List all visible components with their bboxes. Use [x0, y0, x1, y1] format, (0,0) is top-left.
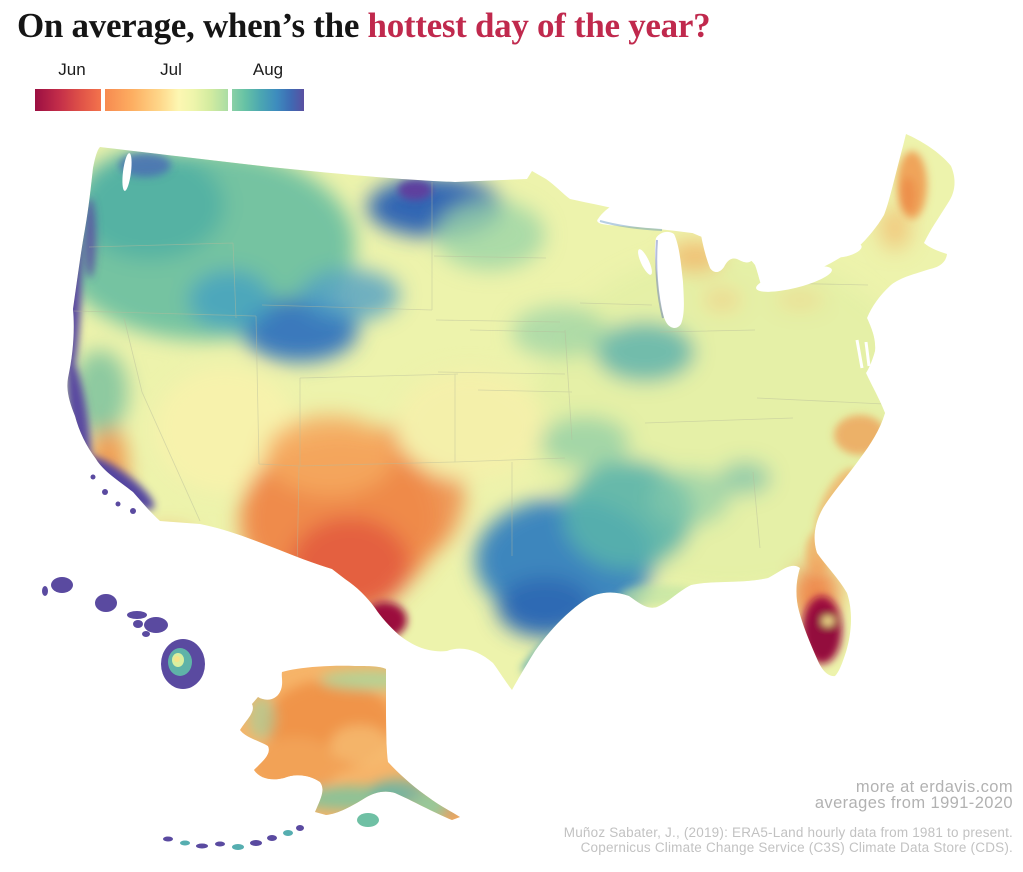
title-prefix: On average, when’s the	[17, 6, 368, 45]
lake-ontario	[828, 242, 862, 258]
kahoolawe	[142, 631, 150, 637]
aleutian-islands	[163, 813, 379, 850]
green-bay	[638, 249, 652, 275]
big-island	[161, 639, 205, 689]
lake-erie	[756, 266, 832, 292]
title-highlight: hottest day of the year?	[367, 6, 711, 45]
colorbar-segment-jun	[35, 89, 101, 111]
great-lakes	[122, 153, 871, 369]
lake-michigan	[654, 231, 684, 328]
state-borders	[73, 182, 885, 577]
credit-source-line2: Copernicus Climate Change Service (C3S) …	[580, 840, 1013, 855]
legend-month-labels: Jun Jul Aug	[35, 60, 304, 84]
lake-superior	[597, 198, 697, 233]
maui	[144, 617, 168, 633]
chesapeake-bay	[855, 339, 871, 369]
page-title: On average, when’s the hottest day of th…	[17, 6, 711, 46]
hawaii-region	[42, 577, 205, 689]
puget-sound	[122, 153, 132, 191]
lake-huron	[701, 229, 754, 273]
niihau	[42, 586, 48, 596]
kauai	[51, 577, 73, 593]
kodiak-island	[357, 813, 379, 827]
colorbar-segment-aug	[232, 89, 304, 111]
credit-source-line1: Muñoz Sabater, J., (2019): ERA5-Land hou…	[563, 825, 1013, 840]
legend-label-jul: Jul	[160, 60, 182, 79]
conus-region	[67, 134, 955, 690]
lanai	[133, 620, 143, 628]
legend-label-aug: Aug	[252, 60, 284, 79]
oahu	[95, 594, 117, 612]
legend-label-jun: Jun	[58, 60, 86, 79]
legend-colorbar	[35, 89, 304, 111]
alaska-region	[163, 665, 460, 850]
credit-averages-line: averages from 1991-2020	[814, 794, 1013, 812]
channel-islands	[90, 474, 136, 514]
credits: more at erdavis.com averages from 1991-2…	[564, 779, 1013, 855]
credit-more-line: more at erdavis.com	[855, 778, 1013, 796]
colorbar-segment-jul	[105, 89, 228, 111]
legend: Jun Jul Aug	[35, 60, 304, 113]
molokai	[127, 611, 147, 619]
conus-color-field	[67, 150, 930, 637]
